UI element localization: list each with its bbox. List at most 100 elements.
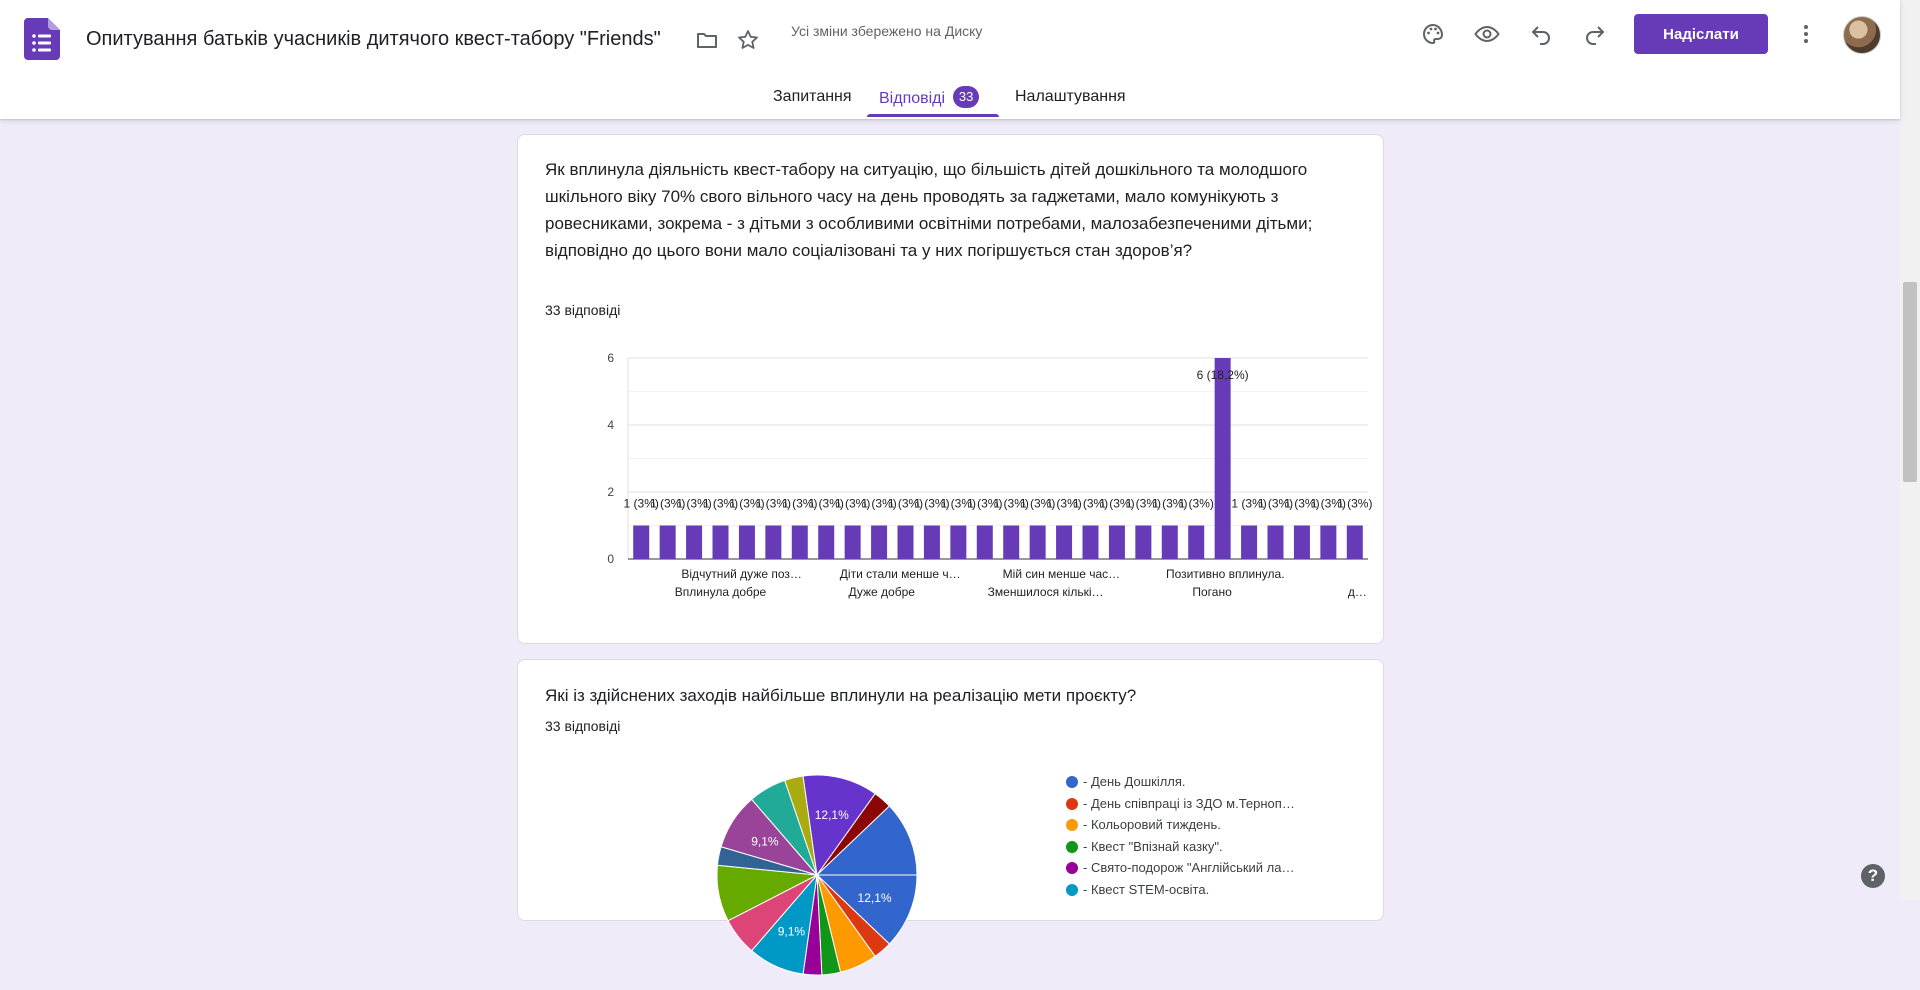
y-tick-label: 2	[607, 485, 614, 499]
scrollbar-thumb[interactable]	[1903, 282, 1917, 482]
data-label: 1 (3%)	[1231, 497, 1266, 511]
bar	[633, 525, 650, 559]
tab-settings[interactable]: Налаштування	[1015, 88, 1126, 105]
slice-label: 9,1%	[778, 924, 806, 938]
data-label: 1 (3%)	[1099, 497, 1134, 511]
response-count: 33 відповіді	[545, 302, 621, 318]
pie-chart: 12,1% 9,1% 9,1% 12,1%	[716, 774, 918, 976]
bar	[1135, 525, 1152, 559]
data-label: 1 (3%)	[1073, 497, 1108, 511]
bar	[1267, 525, 1284, 559]
pie-slice	[802, 774, 876, 877]
data-label: 1 (3%)	[1258, 497, 1293, 511]
legend-item[interactable]: - Квест STEM-освіта.	[1066, 881, 1366, 903]
folder-icon[interactable]	[689, 22, 725, 58]
star-icon[interactable]	[730, 22, 766, 58]
redo-icon[interactable]	[1577, 16, 1613, 52]
data-label: 1 (3%)	[1152, 497, 1187, 511]
y-tick-label: 0	[607, 552, 614, 566]
data-label: 1 (3%)	[994, 497, 1029, 511]
legend-label: - Кольоровий тиждень.	[1083, 817, 1221, 832]
data-label: 1 (3%)	[888, 497, 923, 511]
data-label: 1 (3%)	[1179, 497, 1214, 511]
bar	[1082, 525, 1099, 559]
x-tick-label: Погано	[1192, 585, 1232, 599]
data-label: 1 (3%)	[1126, 497, 1161, 511]
tab-questions[interactable]: Запитання	[773, 88, 852, 105]
legend-label: - День співпраці із ЗДО м.Терноп…	[1083, 795, 1295, 811]
data-label: 1 (3%)	[1046, 497, 1081, 511]
data-label: 1 (3%)	[967, 497, 1002, 511]
data-label: 1 (3%)	[782, 497, 817, 511]
bar	[1241, 525, 1258, 559]
data-label: 1 (3%)	[809, 497, 844, 511]
bar	[1214, 358, 1231, 559]
data-label: 1 (3%)	[729, 497, 764, 511]
bar	[1188, 525, 1205, 559]
x-tick-label: Зменшилося кількі…	[988, 585, 1104, 599]
bar	[950, 525, 967, 559]
bar	[712, 525, 729, 559]
slice-label: 12,1%	[858, 891, 892, 905]
data-label: 1 (3%)	[1311, 497, 1346, 511]
bar	[1320, 525, 1337, 559]
data-label: 1 (3%)	[914, 497, 949, 511]
bar	[765, 525, 782, 559]
data-label: 1 (3%)	[941, 497, 976, 511]
legend-item[interactable]: - Свято-подорож "Англійський ла…	[1066, 859, 1366, 881]
x-tick-label: Мій син менше час…	[1003, 567, 1120, 581]
bar	[686, 525, 703, 559]
bar	[1161, 525, 1178, 559]
tab-responses-label: Відповіді	[879, 90, 946, 108]
more-vert-icon[interactable]	[1788, 16, 1824, 52]
legend-item[interactable]: - Квест "Впізнай казку".	[1066, 838, 1366, 860]
y-tick-label: 6	[607, 351, 614, 365]
eye-icon[interactable]	[1469, 16, 1505, 52]
form-title[interactable]: Опитування батьків учасників дитячого кв…	[86, 28, 661, 50]
legend-item[interactable]: - День Дошкілля.	[1066, 773, 1366, 795]
legend-color-dot	[1066, 819, 1078, 831]
x-tick-label: Діти стали менше ч…	[840, 567, 961, 581]
legend-color-dot	[1066, 797, 1078, 810]
help-icon[interactable]: ?	[1861, 864, 1885, 888]
bar	[818, 525, 835, 559]
x-tick-label: Відчутний дуже поз…	[681, 567, 802, 581]
pie-slice	[815, 805, 918, 876]
bar	[1293, 525, 1310, 559]
palette-icon[interactable]	[1415, 16, 1451, 52]
bar	[1056, 525, 1073, 559]
pie-legend: - День Дошкілля. - День співпраці із ЗДО…	[1066, 773, 1366, 902]
data-label: 1 (3%)	[835, 497, 870, 511]
tab-responses[interactable]: Відповіді 33	[879, 86, 980, 119]
legend-item[interactable]: - Кольоровий тиждень.	[1066, 816, 1366, 838]
tabs-bar: Запитання Відповіді 33 Налаштування	[0, 84, 1900, 119]
avatar[interactable]	[1843, 16, 1881, 54]
slice-label: 9,1%	[751, 834, 779, 848]
legend-label: - Квест STEM-освіта.	[1083, 881, 1210, 897]
data-label: 6 (18,2%)	[1197, 368, 1249, 382]
send-button[interactable]: Надіслати	[1634, 14, 1768, 54]
responses-count-badge: 33	[953, 86, 980, 108]
legend-label: - День Дошкілля.	[1083, 774, 1186, 789]
legend-item[interactable]: - День співпраці із ЗДО м.Терноп…	[1066, 795, 1366, 817]
undo-icon[interactable]	[1523, 16, 1559, 52]
page-scrollbar[interactable]	[1900, 0, 1920, 900]
bar	[871, 525, 888, 559]
data-label: 1 (3%)	[624, 497, 659, 511]
google-forms-logo[interactable]	[24, 18, 60, 60]
bar	[976, 525, 993, 559]
question-title: Як вплинула діяльність квест-табору на с…	[545, 160, 1313, 260]
legend-color-dot	[1066, 840, 1078, 853]
data-label: 1 (3%)	[676, 497, 711, 511]
y-tick-label: 4	[607, 418, 614, 432]
legend-label: - Квест "Впізнай казку".	[1083, 838, 1223, 854]
legend-color-dot	[1066, 776, 1078, 788]
data-label: 1 (3%)	[1020, 497, 1055, 511]
bar	[1029, 525, 1046, 559]
top-bar: Опитування батьків учасників дитячого кв…	[0, 0, 1900, 119]
bar	[738, 525, 755, 559]
legend-label: - Свято-подорож "Англійський ла…	[1083, 860, 1295, 875]
data-label: 1 (3%)	[650, 497, 685, 511]
question-card-events: Які із здійснених заходів найбільше впли…	[517, 659, 1384, 976]
slice-label: 12,1%	[815, 808, 849, 822]
